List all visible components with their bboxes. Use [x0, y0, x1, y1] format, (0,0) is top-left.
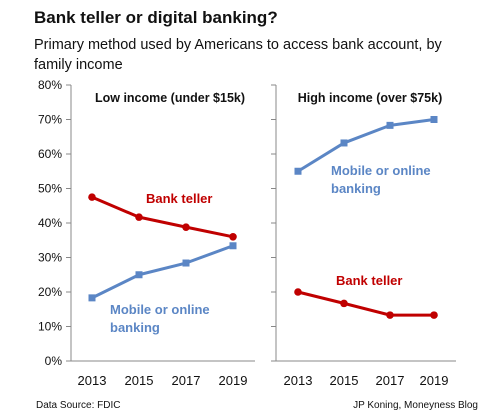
bank-teller-label-low: Bank teller — [146, 191, 212, 206]
axes-layer: 0% 10% 20% 30% 40% 50% 60% 70% 80% 2013 2015 2017 20… — [38, 78, 456, 388]
x-tick-label: 2017 — [376, 373, 405, 388]
x-tick-label: 2019 — [219, 373, 248, 388]
label-layer: Low income (under $15k) High income (over… — [95, 91, 442, 335]
y-tick-label: 30% — [38, 251, 62, 265]
mobile-online-line — [297, 118, 435, 173]
x-tick-label: 2013 — [78, 373, 107, 388]
bank-teller-point — [182, 223, 190, 231]
y-tick-label: 70% — [38, 113, 62, 127]
x-tick-label: 2013 — [284, 373, 313, 388]
mobile-online-point — [386, 121, 394, 129]
mobile-online-point — [430, 116, 438, 123]
y-tick-label: 60% — [38, 147, 62, 161]
mobile-online-point — [229, 242, 237, 250]
mobile-online-point — [294, 167, 302, 175]
x-tick-label: 2017 — [172, 373, 201, 388]
bank-teller-point — [135, 213, 143, 221]
y-tick-label: 20% — [38, 285, 62, 299]
x-tick-label: 2015 — [125, 373, 154, 388]
bank-teller-line — [297, 290, 434, 317]
mobile-online-point — [135, 271, 143, 279]
x-tick-label: 2015 — [330, 373, 359, 388]
chart-subtitle: Primary method used by Americans to acce… — [34, 37, 442, 73]
mobile-online-point — [340, 139, 348, 147]
chart-title: Bank teller or digital banking? — [34, 8, 278, 27]
bank-teller-point — [229, 233, 237, 241]
mobile-online-label-high: Mobile or online banking — [331, 163, 431, 196]
bank-teller-point — [88, 193, 96, 201]
y-tick-label: 50% — [38, 182, 62, 196]
mobile-online-line — [91, 244, 234, 300]
panel-title: High income (over $75k) — [298, 91, 443, 105]
panel-title: Low income (under $15k) — [95, 91, 245, 105]
y-tick-label: 80% — [38, 78, 62, 92]
x-tick-label: 2019 — [420, 373, 449, 388]
bank-teller-point — [340, 299, 348, 308]
mobile-online-point — [88, 294, 96, 302]
y-tick-label: 10% — [38, 320, 62, 334]
bank-teller-line — [91, 195, 234, 239]
y-tick-label: 0% — [45, 354, 63, 368]
series-layer — [88, 116, 438, 319]
y-tick-label: 40% — [38, 216, 62, 230]
bank-teller-label-high: Bank teller — [336, 273, 402, 288]
credit-label: JP Koning, Moneyness Blog — [353, 400, 478, 411]
data-source-label: Data Source: FDIC — [36, 400, 120, 411]
bank-teller-point — [386, 311, 394, 319]
bank-teller-point — [294, 288, 302, 296]
bank-teller-point — [430, 311, 438, 319]
mobile-online-point — [182, 259, 190, 267]
mobile-online-label-low: Mobile or online banking — [110, 302, 210, 335]
